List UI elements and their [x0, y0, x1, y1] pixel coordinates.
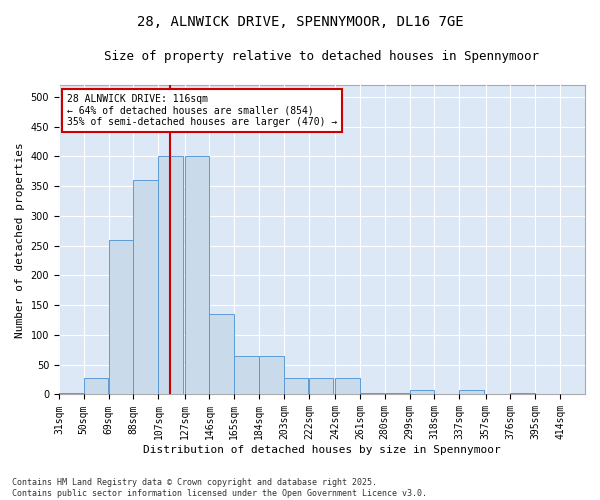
Text: Contains HM Land Registry data © Crown copyright and database right 2025.
Contai: Contains HM Land Registry data © Crown c… — [12, 478, 427, 498]
Text: 28 ALNWICK DRIVE: 116sqm
← 64% of detached houses are smaller (854)
35% of semi-: 28 ALNWICK DRIVE: 116sqm ← 64% of detach… — [67, 94, 337, 127]
Bar — [209, 314, 234, 394]
Bar — [158, 156, 183, 394]
Bar — [234, 356, 259, 395]
Y-axis label: Number of detached properties: Number of detached properties — [15, 142, 25, 338]
Bar — [84, 378, 108, 394]
Bar — [259, 356, 284, 395]
X-axis label: Distribution of detached houses by size in Spennymoor: Distribution of detached houses by size … — [143, 445, 501, 455]
Bar — [410, 390, 434, 394]
Bar — [335, 378, 359, 394]
Text: 28, ALNWICK DRIVE, SPENNYMOOR, DL16 7GE: 28, ALNWICK DRIVE, SPENNYMOOR, DL16 7GE — [137, 15, 463, 29]
Title: Size of property relative to detached houses in Spennymoor: Size of property relative to detached ho… — [104, 50, 539, 63]
Bar — [109, 240, 133, 394]
Bar — [460, 390, 484, 394]
Bar — [133, 180, 158, 394]
Bar — [309, 378, 334, 394]
Bar — [185, 156, 209, 394]
Bar — [284, 378, 308, 394]
